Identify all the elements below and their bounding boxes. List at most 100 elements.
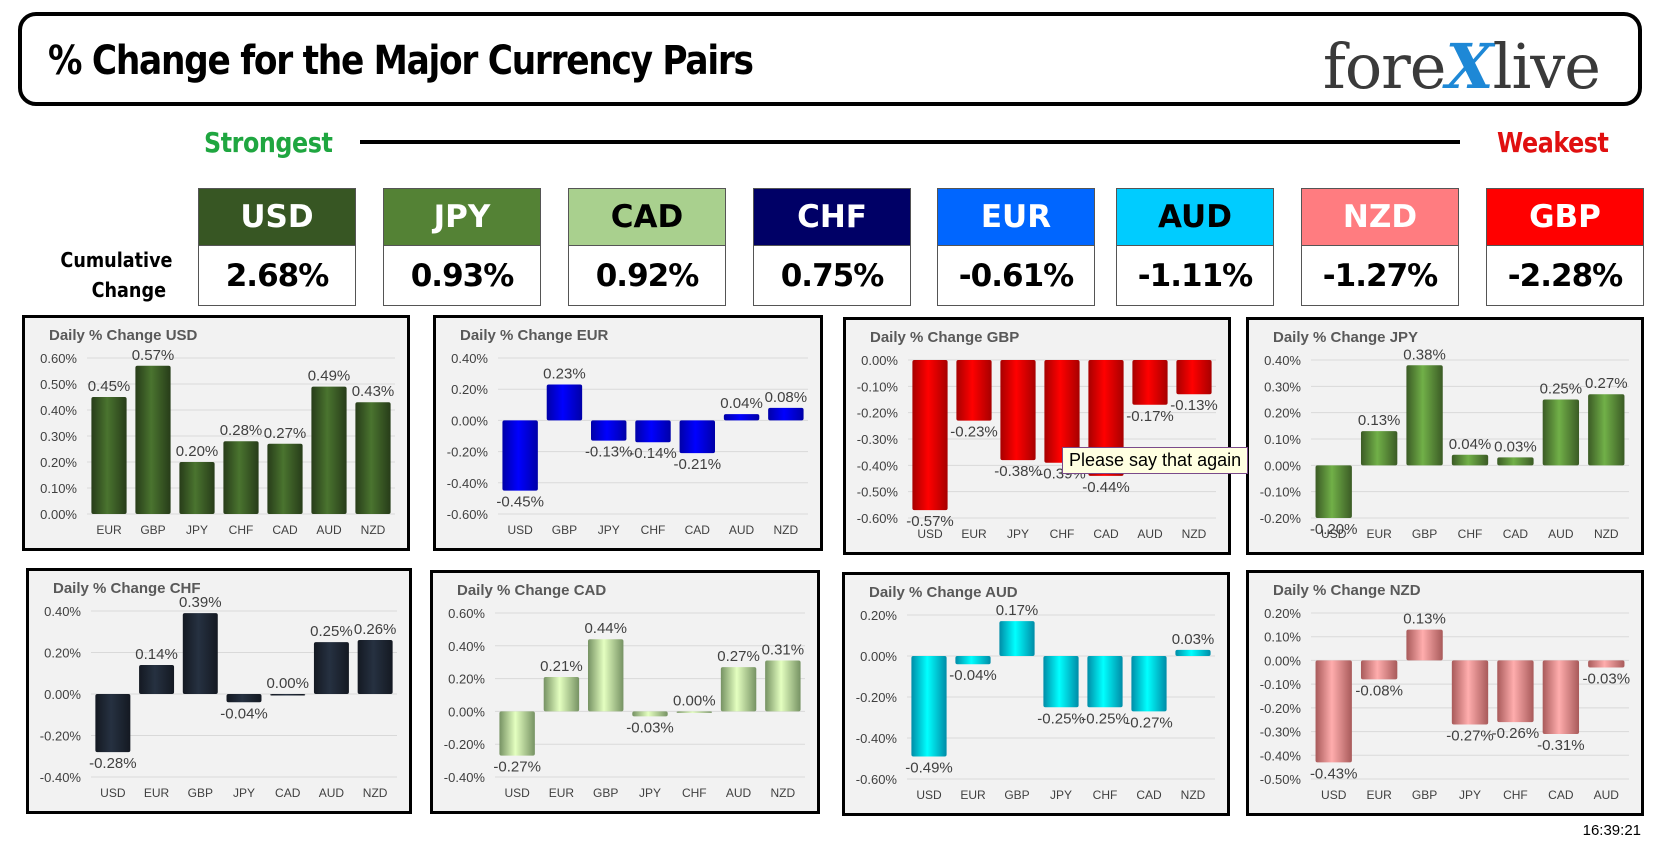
data-label: 0.23% [543,366,586,383]
bar [270,694,306,696]
y-tick-label: 0.40% [451,351,488,366]
x-tick-label: CAD [1548,788,1574,802]
y-tick-label: -0.20% [444,737,486,752]
bar [1044,360,1080,463]
data-label: 0.14% [135,646,178,663]
weakest-label: Weakest [1497,126,1609,159]
x-tick-label: USD [916,788,942,802]
bar [182,613,218,694]
bar [91,397,127,514]
chart-panel-2: Daily % Change GBP -0.60% -0.50% -0.40% -0.3… [843,317,1231,555]
cumulative-change-label: Cumulative Change [60,248,173,302]
bar [1088,360,1124,476]
bar [723,414,760,421]
currency-code: AUD [1117,189,1273,246]
bar [768,407,804,421]
chart-panel-1: Daily % Change EUR -0.60% -0.40% -0.20% 0.00… [433,315,823,551]
data-label: 0.04% [1449,436,1492,453]
bar-chart: Daily % Change EUR -0.60% -0.40% -0.20% 0.00… [447,327,808,537]
y-tick-label: -0.20% [856,690,898,705]
data-label: 0.03% [1172,631,1215,648]
data-label: 0.04% [720,395,763,412]
bar [546,384,583,421]
bar-chart: Daily % Change CAD -0.40% -0.20% 0.00% 0.20%… [444,582,805,800]
x-tick-label: GBP [140,523,165,537]
chart-title: Daily % Change JPY [1273,329,1418,346]
data-label: -0.44% [1082,479,1130,496]
y-tick-label: 0.20% [860,608,897,623]
bar [591,420,627,441]
data-label: 0.21% [540,658,583,675]
bar [911,656,947,757]
x-tick-label: EUR [144,786,170,800]
currency-code: GBP [1487,189,1643,246]
y-tick-label: 0.30% [1264,379,1301,394]
y-tick-label: -0.40% [856,731,898,746]
chart-panel-5: Daily % Change CAD -0.40% -0.20% 0.00% 0.20%… [430,570,820,814]
currency-code: JPY [384,189,540,246]
x-tick-label: CHF [641,523,666,537]
x-tick-label: CAD [685,523,711,537]
strength-scale-line [360,140,1460,144]
data-label: 0.13% [1358,412,1401,429]
data-label: -0.38% [994,463,1042,480]
bar [676,711,712,713]
y-tick-label: 0.40% [448,639,485,654]
y-tick-label: 0.60% [40,351,77,366]
x-tick-label: NZD [1181,788,1206,802]
data-label: -0.14% [629,445,677,462]
x-tick-label: EUR [549,786,575,800]
data-label: 0.44% [584,620,627,637]
y-tick-label: -0.40% [444,770,486,785]
y-tick-label: 0.00% [448,704,485,719]
data-label: -0.04% [220,705,268,722]
page-title: % Change for the Major Currency Pairs [48,38,754,84]
bar [1542,660,1580,734]
bar [679,420,715,454]
bar [1588,394,1625,466]
x-tick-label: AUD [729,523,755,537]
data-label: -0.49% [905,759,953,776]
x-tick-label: NZD [361,523,386,537]
chart-title: Daily % Change CHF [53,580,201,597]
data-label: 0.00% [673,692,716,709]
bar [135,365,171,514]
bar [999,621,1035,656]
chart-panel-0: Daily % Change USD 0.00% 0.10% 0.20% 0.30% 0.… [22,315,410,551]
data-label: -0.27% [493,759,541,776]
x-tick-label: NZD [1594,527,1619,541]
y-tick-label: -0.60% [857,511,899,526]
cumulative-value: 2.68% [225,258,330,294]
data-label: -0.04% [949,667,997,684]
strongest-label: Strongest [204,126,333,159]
y-tick-label: -0.10% [1260,485,1302,500]
x-tick-label: NZD [1182,527,1207,541]
y-tick-label: -0.20% [1260,511,1302,526]
y-tick-label: -0.40% [857,458,899,473]
data-label: -0.31% [1537,737,1585,754]
currency-box-nzd: NZD -1.27% [1301,188,1459,306]
x-tick-label: AUD [1594,788,1620,802]
data-label: 0.27% [1585,375,1628,392]
y-tick-label: 0.50% [40,377,77,392]
data-label: 0.20% [176,443,219,460]
chart-title: Daily % Change AUD [869,584,1018,601]
x-tick-label: USD [1321,788,1347,802]
chart-panel-3: Daily % Change JPY -0.20% -0.10% 0.00% 0.10%… [1246,317,1644,555]
x-tick-label: USD [917,527,943,541]
x-tick-label: JPY [639,786,661,800]
currency-code: NZD [1302,189,1458,246]
bar [179,462,215,514]
x-tick-label: EUR [1366,788,1392,802]
x-tick-label: EUR [96,523,122,537]
chart-title: Daily % Change GBP [870,329,1019,346]
data-label: -0.03% [1583,671,1631,688]
data-label: -0.45% [496,494,544,511]
x-tick-label: JPY [1459,788,1481,802]
bar [1497,457,1534,466]
bar [955,656,991,665]
bar [357,640,393,694]
bar [956,360,992,421]
bar [635,420,671,443]
cumulative-value: -0.61% [958,258,1074,294]
